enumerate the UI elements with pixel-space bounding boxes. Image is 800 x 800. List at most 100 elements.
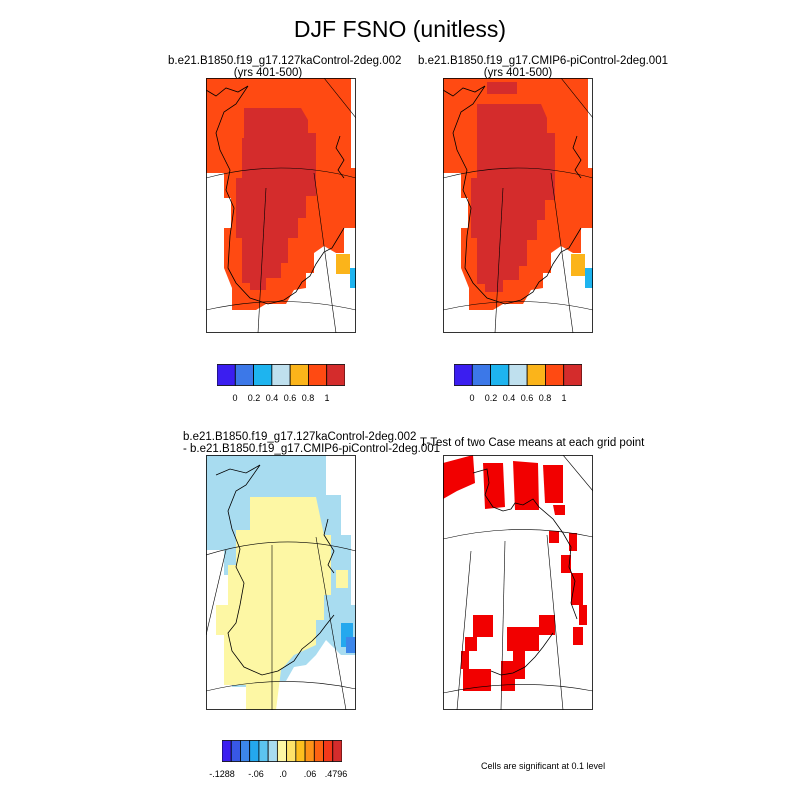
meridian-line-1 <box>257 187 267 333</box>
colorbar-swatch <box>289 364 309 386</box>
colorbar-swatch <box>221 740 232 762</box>
greenland-coastline <box>215 464 335 676</box>
meridian-line-3 <box>560 78 593 119</box>
fsno-cell-dark <box>487 82 517 94</box>
significance-note: Cells are significant at 0.1 level <box>481 761 606 771</box>
colorbar-3-labels: -.1288 -.06 .0 .06 .4796 <box>209 769 347 781</box>
diff-cell-yellow-2 <box>336 570 348 588</box>
colorbar-2-labels: 0 0.2 0.4 0.6 0.8 1 <box>454 393 582 405</box>
significant-cell <box>465 637 477 651</box>
significant-cell <box>473 615 493 637</box>
colorbar-3-tick-label: .4796 <box>324 769 348 779</box>
colorbar-swatch <box>276 740 288 762</box>
significant-cell <box>507 627 539 651</box>
diff-cell-yellow-3 <box>261 680 276 710</box>
significant-cell <box>443 455 475 499</box>
significant-cell <box>483 463 505 509</box>
colorbar-swatch <box>271 364 291 386</box>
significant-cell <box>501 661 515 691</box>
colorbar-swatch <box>230 740 241 762</box>
meridian-line-3 <box>206 549 227 636</box>
significant-cell <box>569 533 577 551</box>
latitude-arc-2 <box>206 301 356 311</box>
fsno-region-red <box>236 108 316 290</box>
latitude-arc <box>206 167 356 179</box>
colorbar-swatch <box>526 364 546 386</box>
significant-cell <box>513 461 539 510</box>
panel-4-title: T-Test of two Case means at each grid po… <box>420 437 645 449</box>
colorbar-1-tick-label: 0 <box>232 393 238 403</box>
meridian-line-3 <box>323 78 356 119</box>
colorbar-1-tick-label: 0.8 <box>301 393 315 403</box>
colorbar-3-tick-label: .06 <box>303 769 317 779</box>
panel-2-title: b.e21.B1850.f19_g17.CMIP6-piControl-2deg… <box>418 55 668 79</box>
significant-cell <box>573 627 583 645</box>
colorbar-swatch <box>453 364 473 386</box>
meridian-line-4 <box>562 455 593 492</box>
panel-1-title-line1: b.e21.B1850.f19_g17.127kaControl-2deg.00… <box>168 55 402 67</box>
colorbar-swatch <box>249 740 260 762</box>
latitude-arc-2 <box>443 301 593 311</box>
panel-1-title: b.e21.B1850.f19_g17.127kaControl-2deg.00… <box>168 55 402 79</box>
greenland-coastline <box>206 85 345 305</box>
fsno-region-red <box>471 104 555 292</box>
colorbar-3-tick-label: -.1288 <box>209 769 235 779</box>
map-panel-1 <box>206 78 356 333</box>
colorbar-swatch <box>286 740 297 762</box>
map-panel-4-frame <box>443 455 593 710</box>
significant-cells <box>443 455 587 691</box>
map-panel-2-svg <box>443 78 593 333</box>
latitude-arc <box>443 529 593 540</box>
meridian-line-1 <box>494 187 504 333</box>
colorbar-swatch <box>253 364 273 386</box>
diff-cell-blue-2 <box>346 637 356 653</box>
colorbar-1 <box>216 364 346 386</box>
colorbar-swatch <box>563 364 583 386</box>
colorbar-2-tick-label: 0 <box>469 393 475 403</box>
latitude-arc-2 <box>443 684 593 694</box>
fsno-cell-yellow <box>336 254 350 274</box>
colorbar-swatch <box>332 740 343 762</box>
colorbar-swatch <box>234 364 254 386</box>
colorbar-swatch <box>323 740 334 762</box>
colorbar-swatch <box>313 740 324 762</box>
colorbar-2-tick-label: 0.6 <box>520 393 534 403</box>
colorbar-1-tick-label: 0.6 <box>283 393 297 403</box>
significant-cell <box>513 651 525 679</box>
colorbar-3-tick-label: .0 <box>279 769 287 779</box>
colorbar-2-tick-label: 1 <box>561 393 567 403</box>
map-panel-3-svg <box>206 455 356 710</box>
map-panel-2-frame <box>443 78 593 333</box>
meridian-line-2 <box>546 534 564 710</box>
colorbar-2-tick-label: 0.4 <box>502 393 516 403</box>
diff-cell-yellow <box>236 540 246 554</box>
latitude-arc <box>443 167 593 179</box>
map-panel-1-svg <box>206 78 356 333</box>
colorbar-swatch <box>471 364 491 386</box>
meridian-line-2 <box>550 172 574 333</box>
colorbar-3 <box>221 740 343 762</box>
map-panel-4-svg <box>443 455 593 710</box>
colorbar-2 <box>453 364 583 386</box>
page-title: DJF FSNO (unitless) <box>293 16 507 42</box>
panel-3-title: b.e21.B1850.f19_g17.127kaControl-2deg.00… <box>183 431 440 455</box>
colorbar-swatch <box>308 364 328 386</box>
colorbar-swatch <box>240 740 251 762</box>
colorbar-2-svg <box>453 364 583 386</box>
colorbar-1-svg <box>216 364 346 386</box>
colorbar-swatch <box>216 364 236 386</box>
colorbar-swatch <box>258 740 269 762</box>
meridian-line-1 <box>500 540 506 710</box>
colorbar-1-tick-label: 1 <box>324 393 330 403</box>
panel-3-title-line1: b.e21.B1850.f19_g17.127kaControl-2deg.00… <box>183 431 417 443</box>
fsno-cell-blue <box>585 268 593 288</box>
latitude-arc <box>206 541 356 556</box>
colorbar-swatch <box>295 740 306 762</box>
panel-4-title-line1: T-Test of two Case means at each grid po… <box>420 437 645 449</box>
colorbar-swatch <box>267 740 278 762</box>
greenland-coastline <box>472 468 578 676</box>
colorbar-swatch <box>304 740 315 762</box>
colorbar-1-tick-label: 0.4 <box>265 393 279 403</box>
map-panel-3-frame <box>206 455 356 710</box>
significant-cell <box>571 573 583 605</box>
